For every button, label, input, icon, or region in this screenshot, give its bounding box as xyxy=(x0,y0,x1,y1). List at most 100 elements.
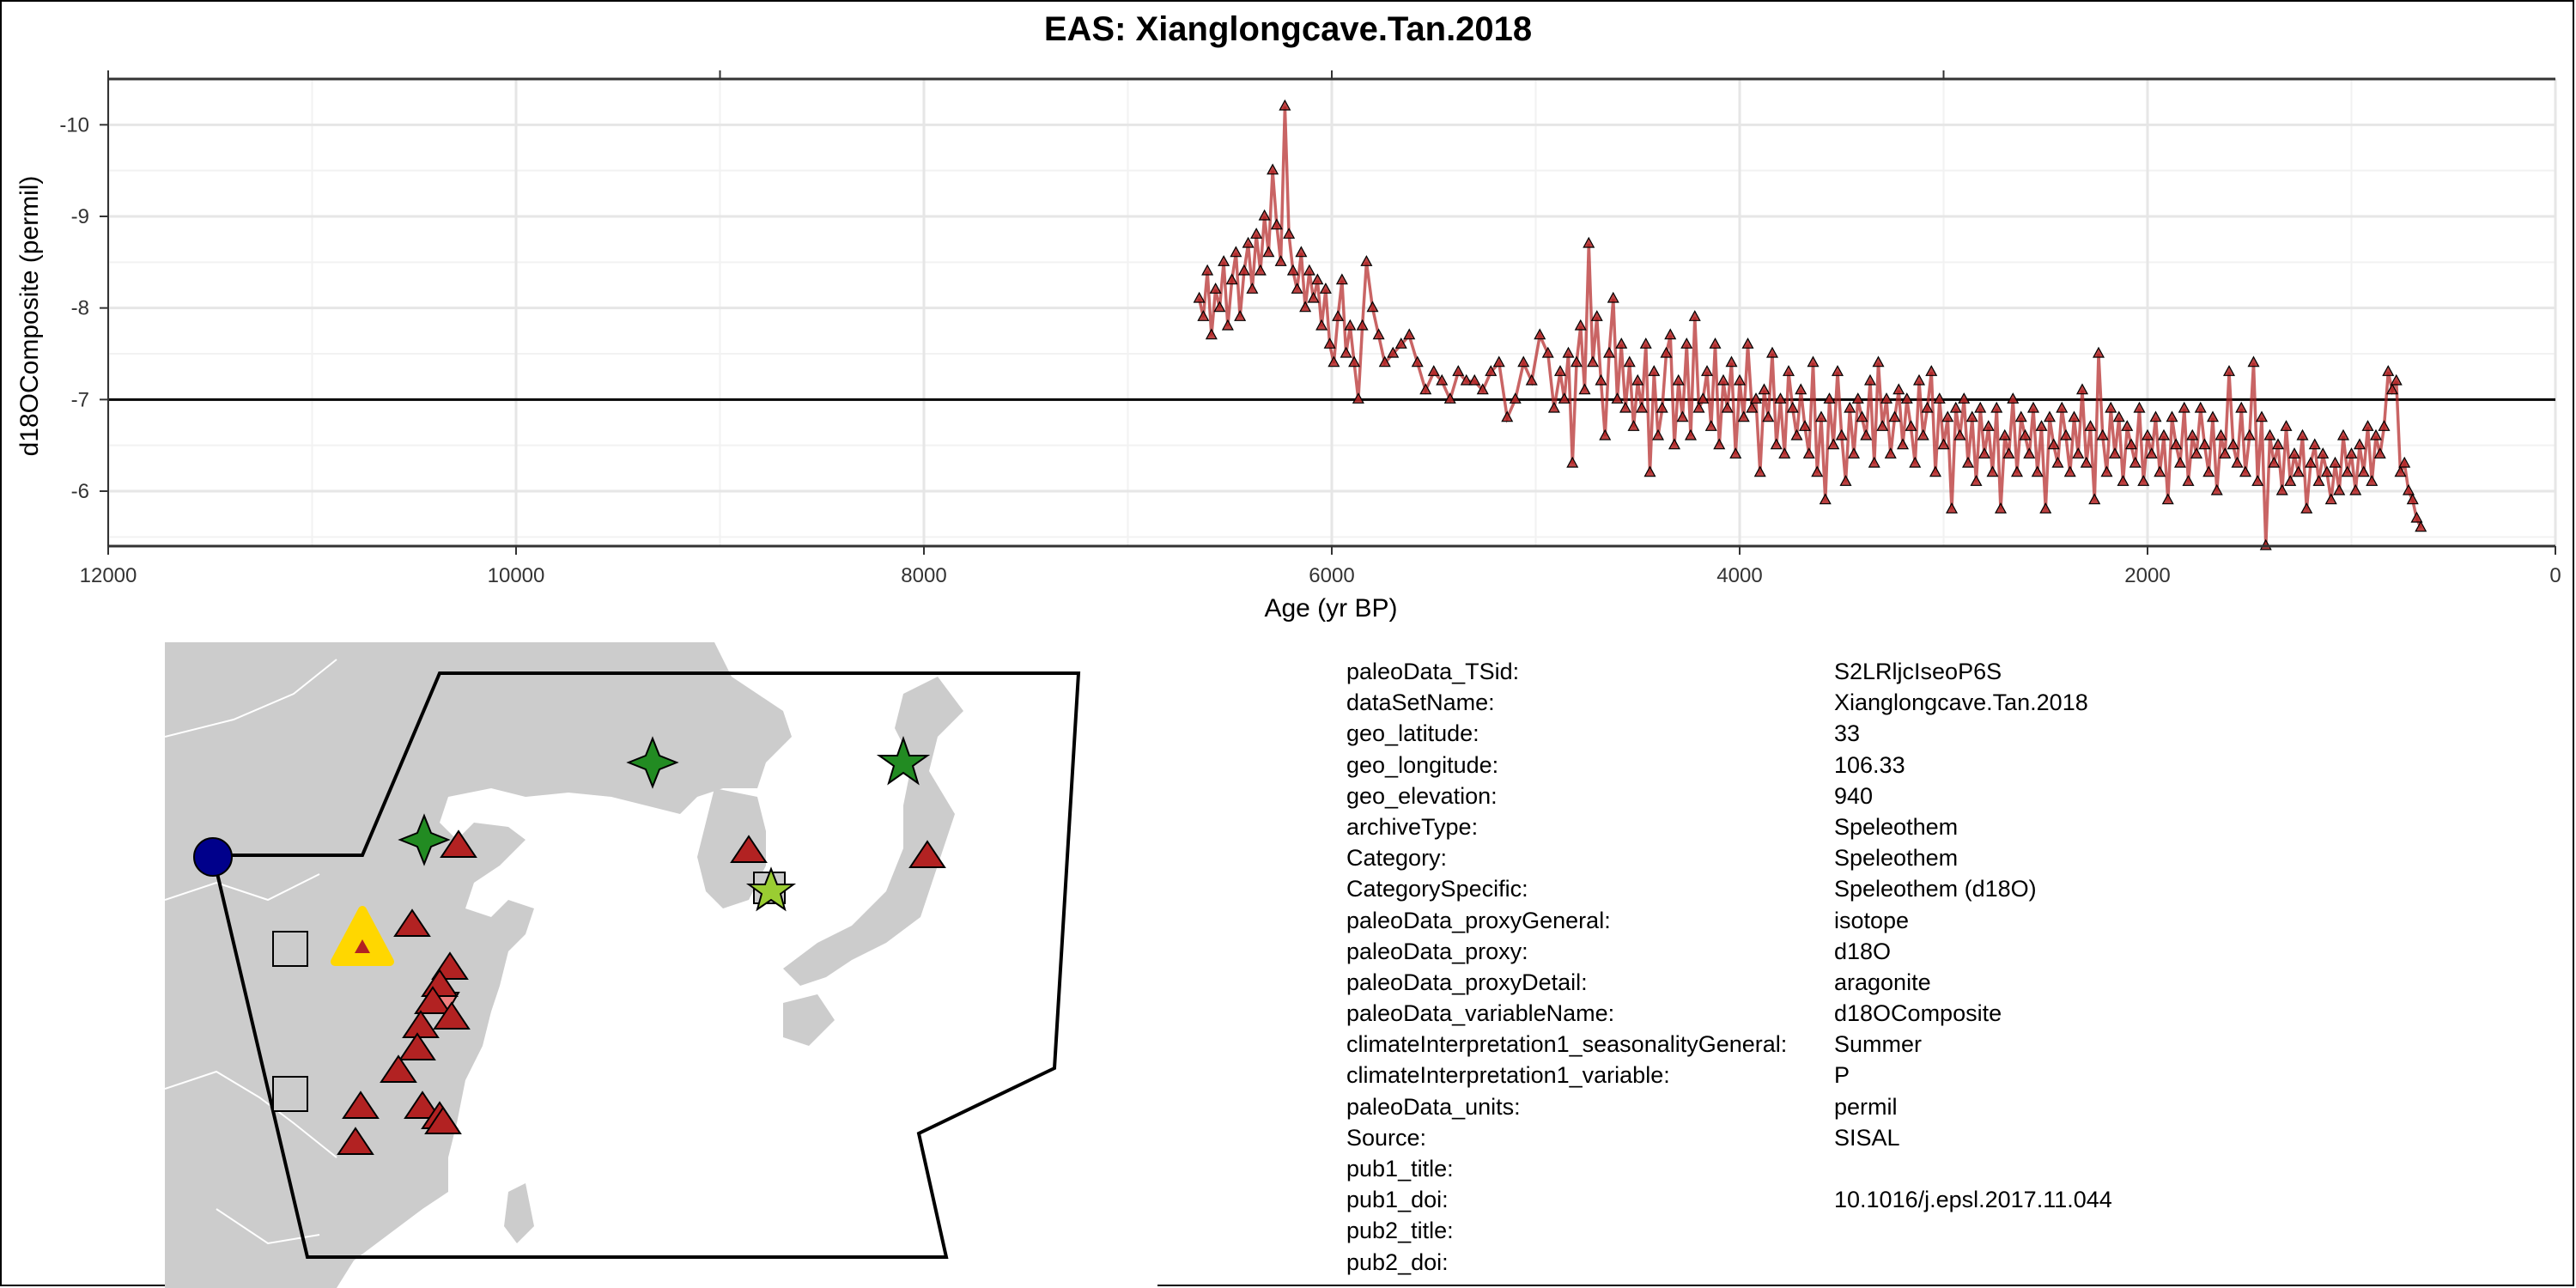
data-point xyxy=(2166,410,2178,422)
data-point xyxy=(1713,438,1726,450)
data-point xyxy=(1315,319,1328,331)
data-point xyxy=(1749,392,1763,404)
data-point xyxy=(1688,310,1701,321)
data-point xyxy=(2137,475,2150,486)
metadata-value: P xyxy=(1834,1062,1850,1089)
metadata-row: CategorySpecific: Speleothem (d18O) xyxy=(1346,873,2549,904)
metadata-value: d18O xyxy=(1834,938,1892,964)
marker-triangle-site xyxy=(404,1091,441,1119)
data-point xyxy=(1340,346,1352,358)
data-point xyxy=(2353,438,2366,450)
data-point xyxy=(1635,401,1649,413)
data-point xyxy=(1209,283,1222,294)
metadata-key: climateInterpretation1_seasonalityGenera… xyxy=(1346,1031,1788,1058)
data-point xyxy=(2385,383,2399,395)
metadata-row: geo_elevation: 940 xyxy=(1346,781,2549,811)
marker-triangle-site xyxy=(380,1054,417,1083)
data-point xyxy=(1953,428,1966,440)
metadata-row: paleoData_proxyDetail: aragonite xyxy=(1346,967,2549,998)
data-point xyxy=(1933,392,1946,404)
data-point xyxy=(1651,428,1665,440)
data-point xyxy=(2394,465,2407,477)
x-tick-label: 8000 xyxy=(901,564,946,587)
y-tick-label: -9 xyxy=(71,205,89,228)
map-land-mainland xyxy=(165,642,792,1288)
data-point xyxy=(1295,246,1308,258)
data-point xyxy=(1929,465,1942,477)
data-point xyxy=(1319,283,1332,294)
metadata-key: paleoData_proxy: xyxy=(1346,938,1528,964)
data-point xyxy=(2304,456,2318,468)
data-point xyxy=(1970,475,1983,486)
data-point xyxy=(1664,328,1677,340)
metadata-key: geo_latitude: xyxy=(1346,720,1479,747)
data-point xyxy=(1704,420,1717,431)
data-point xyxy=(1860,428,1873,440)
marker-triangle-site xyxy=(424,1106,462,1134)
data-point xyxy=(2202,465,2215,477)
data-point xyxy=(2019,428,2032,440)
metadata-value: Speleothem xyxy=(1834,845,1959,872)
data-point xyxy=(1205,328,1218,340)
data-point xyxy=(2219,447,2232,459)
data-point xyxy=(2333,483,2346,495)
data-point xyxy=(1802,447,1815,459)
data-point xyxy=(1419,383,1432,395)
data-point xyxy=(2112,410,2125,422)
map-land-japan xyxy=(783,677,963,986)
data-point xyxy=(1460,374,1473,386)
data-point xyxy=(2026,401,2040,413)
data-point xyxy=(2161,493,2174,505)
metadata-row: paleoData_units: permil xyxy=(1346,1091,2549,1122)
data-point xyxy=(1411,355,1424,368)
data-point xyxy=(1990,401,2003,413)
data-point xyxy=(1525,374,1538,386)
metadata-value: isotope xyxy=(1834,907,1910,933)
data-point xyxy=(1509,392,1522,404)
metadata-key: archiveType: xyxy=(1346,813,1479,840)
data-point xyxy=(1937,438,1950,450)
data-point xyxy=(1436,374,1449,386)
data-point xyxy=(2002,447,2015,459)
data-point xyxy=(2263,428,2276,440)
data-point xyxy=(2145,447,2158,459)
data-point xyxy=(2239,465,2252,477)
data-point xyxy=(1697,392,1710,404)
data-point xyxy=(1607,291,1619,303)
data-point xyxy=(2308,438,2321,450)
data-point xyxy=(2378,420,2391,431)
data-point xyxy=(2373,447,2386,459)
data-point xyxy=(1945,502,1959,513)
data-point xyxy=(1230,246,1242,258)
data-point xyxy=(1778,447,1791,459)
data-point xyxy=(1303,264,1315,276)
metadata-table: paleoData_TSid: S2LRljcIseoP6S dataSetName… xyxy=(1346,656,2549,1278)
data-point xyxy=(2369,428,2383,440)
data-point xyxy=(2059,428,2073,440)
metadata-key: geo_elevation: xyxy=(1346,782,1498,809)
data-point xyxy=(1590,310,1603,321)
data-point xyxy=(2324,493,2337,505)
data-point xyxy=(1193,291,1206,303)
metadata-row: pub2_doi: xyxy=(1346,1247,2549,1278)
axes-layer xyxy=(100,70,2556,555)
marker-circle-site xyxy=(193,837,233,877)
data-point xyxy=(1758,383,1771,395)
data-point xyxy=(1912,374,1926,386)
data-point xyxy=(1225,273,1238,285)
data-point xyxy=(2198,438,2211,450)
marker-triangle-site xyxy=(414,986,452,1014)
data-point xyxy=(1880,392,1893,404)
data-point xyxy=(2361,420,2374,431)
map-land-japan-south xyxy=(783,994,835,1046)
data-point xyxy=(1360,255,1373,266)
metadata-row: paleoData_proxyGeneral: isotope xyxy=(1346,905,2549,936)
data-point xyxy=(2206,410,2220,422)
data-point xyxy=(2235,401,2248,413)
data-point xyxy=(1684,428,1698,440)
metadata-row: Source: SISAL xyxy=(1346,1122,2549,1153)
data-point xyxy=(2186,428,2199,440)
data-point xyxy=(1234,310,1247,321)
data-point xyxy=(2031,465,2044,477)
data-point xyxy=(1909,456,1922,468)
